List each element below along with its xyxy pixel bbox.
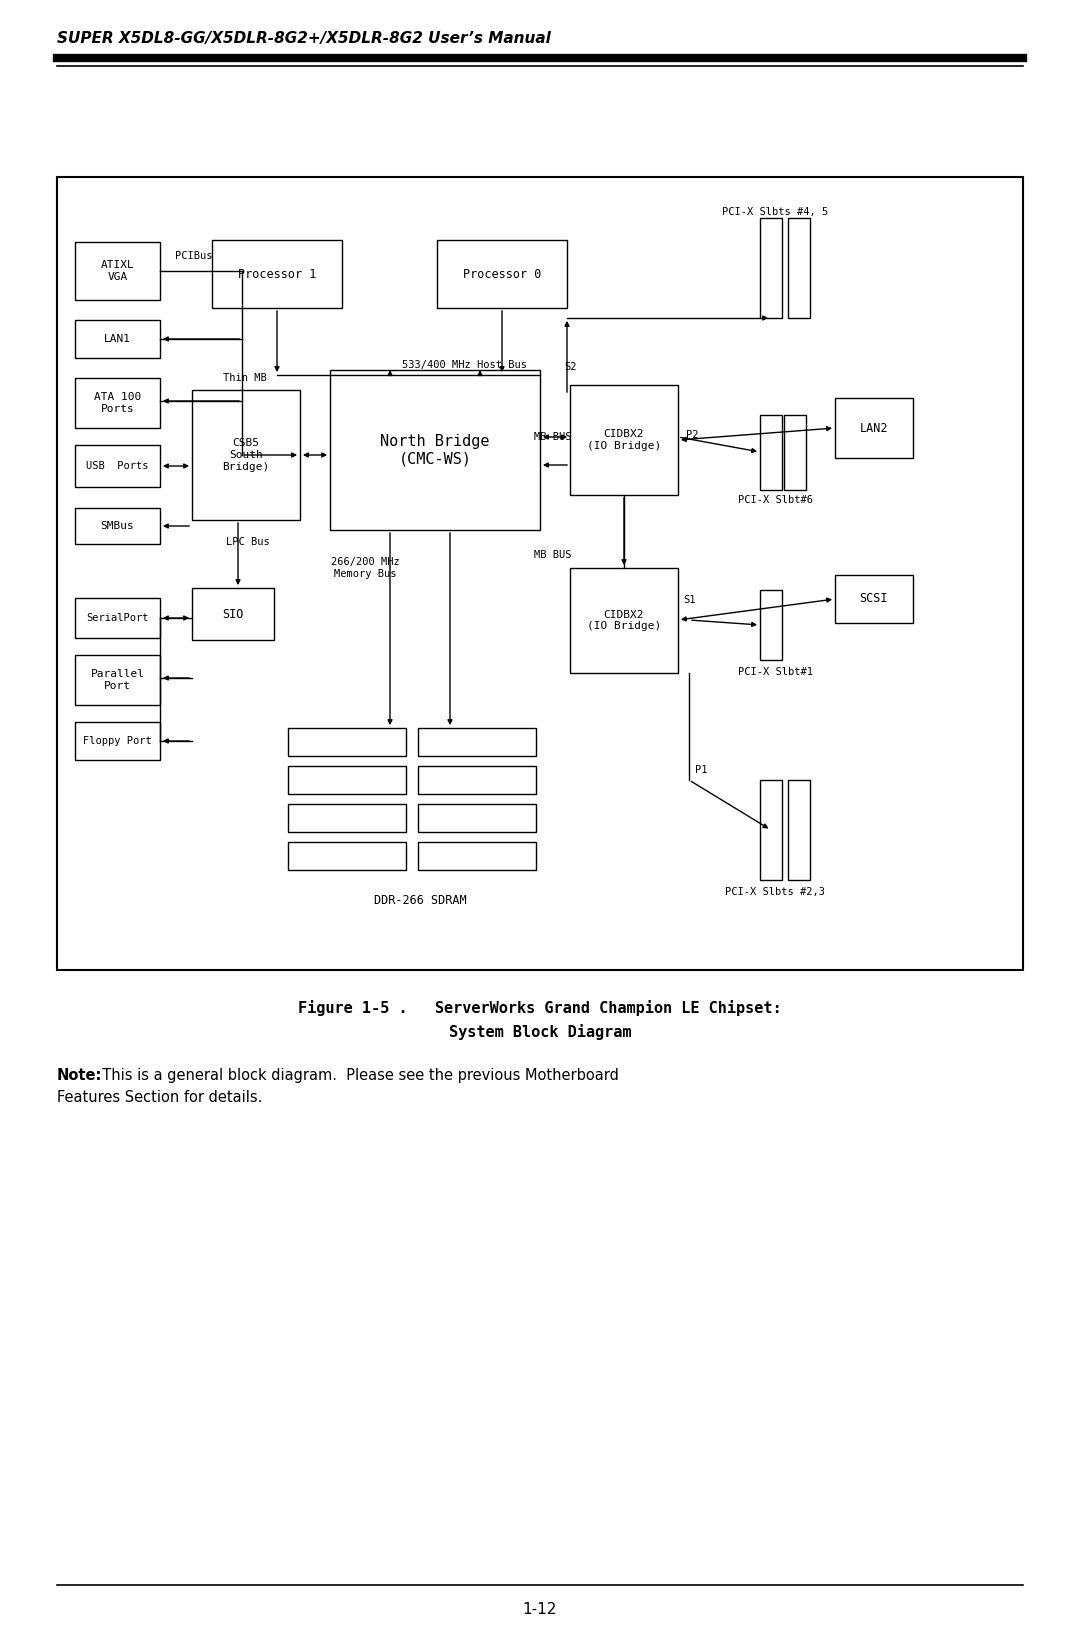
Text: LAN2: LAN2 xyxy=(860,421,888,434)
Bar xyxy=(418,842,536,870)
Bar xyxy=(835,574,913,624)
Text: PCI-X Slbts #2,3: PCI-X Slbts #2,3 xyxy=(725,888,825,898)
Text: SIO: SIO xyxy=(222,607,244,620)
Bar xyxy=(570,384,678,495)
Bar xyxy=(418,766,536,794)
Text: Note:: Note: xyxy=(57,1068,103,1082)
Bar xyxy=(75,723,160,761)
Text: 533/400 MHz Host Bus: 533/400 MHz Host Bus xyxy=(403,360,527,370)
Text: PCI-X Slbt#1: PCI-X Slbt#1 xyxy=(738,667,812,676)
Text: Features Section for details.: Features Section for details. xyxy=(57,1091,262,1106)
Text: SCSI: SCSI xyxy=(860,592,888,606)
Text: CSB5
South
Bridge): CSB5 South Bridge) xyxy=(222,439,270,472)
Bar xyxy=(212,239,342,309)
Bar xyxy=(192,587,274,640)
Bar xyxy=(192,389,300,520)
Bar xyxy=(330,370,540,530)
Text: Thin MB: Thin MB xyxy=(224,373,267,383)
Text: Processor 1: Processor 1 xyxy=(238,267,316,280)
Text: System Block Diagram: System Block Diagram xyxy=(449,1025,631,1040)
Bar xyxy=(418,728,536,756)
Bar xyxy=(75,508,160,544)
Text: P1: P1 xyxy=(696,766,707,775)
Text: Parallel
Port: Parallel Port xyxy=(91,670,145,691)
Bar xyxy=(75,597,160,639)
Text: Processor 0: Processor 0 xyxy=(463,267,541,280)
Text: LAN1: LAN1 xyxy=(104,333,131,343)
Text: MB BUS: MB BUS xyxy=(535,549,571,559)
Text: 1-12: 1-12 xyxy=(523,1602,557,1617)
Bar xyxy=(760,218,782,318)
Text: ATIXL
VGA: ATIXL VGA xyxy=(100,261,134,282)
Text: LPC Bus: LPC Bus xyxy=(226,536,270,548)
Text: S1: S1 xyxy=(684,596,697,606)
Bar xyxy=(75,446,160,487)
Text: SUPER X5DL8-GG/X5DLR-8G2+/X5DLR-8G2 User’s Manual: SUPER X5DL8-GG/X5DLR-8G2+/X5DLR-8G2 User… xyxy=(57,30,551,46)
Bar xyxy=(57,177,1023,970)
Text: SerialPort: SerialPort xyxy=(86,614,149,624)
Bar xyxy=(788,780,810,879)
Text: Figure 1-5 .   ServerWorks Grand Champion LE Chipset:: Figure 1-5 . ServerWorks Grand Champion … xyxy=(298,1000,782,1016)
Bar xyxy=(288,766,406,794)
Text: North Bridge
(CMC-WS): North Bridge (CMC-WS) xyxy=(380,434,489,467)
Text: PCI-X Slbts #4, 5: PCI-X Slbts #4, 5 xyxy=(721,206,828,218)
Text: MB BUS: MB BUS xyxy=(535,432,571,442)
Bar xyxy=(760,780,782,879)
Bar xyxy=(760,416,782,490)
Text: Floppy Port: Floppy Port xyxy=(83,736,152,746)
Text: USB  Ports: USB Ports xyxy=(86,460,149,470)
Text: PCI-X Slbt#6: PCI-X Slbt#6 xyxy=(738,495,812,505)
Bar xyxy=(760,591,782,660)
Bar xyxy=(288,728,406,756)
Text: This is a general block diagram.  Please see the previous Motherboard: This is a general block diagram. Please … xyxy=(93,1068,619,1082)
Text: S2: S2 xyxy=(564,361,577,371)
Bar xyxy=(75,378,160,427)
Bar xyxy=(835,398,913,459)
Bar xyxy=(75,243,160,300)
Bar xyxy=(75,320,160,358)
Text: DDR-266 SDRAM: DDR-266 SDRAM xyxy=(374,894,467,906)
Text: CIDBX2
(IO Bridge): CIDBX2 (IO Bridge) xyxy=(586,429,661,450)
Text: ATA 100
Ports: ATA 100 Ports xyxy=(94,393,141,414)
Bar xyxy=(75,655,160,705)
Bar xyxy=(437,239,567,309)
Text: P2: P2 xyxy=(686,431,699,441)
Bar xyxy=(784,416,806,490)
Text: SMBus: SMBus xyxy=(100,521,134,531)
Text: CIDBX2
(IO Bridge): CIDBX2 (IO Bridge) xyxy=(586,610,661,632)
Bar xyxy=(788,218,810,318)
Bar xyxy=(418,804,536,832)
Text: 266/200 MHz
Memory Bus: 266/200 MHz Memory Bus xyxy=(330,558,400,579)
Bar xyxy=(288,842,406,870)
Bar xyxy=(570,568,678,673)
Bar xyxy=(288,804,406,832)
Text: PCIBus: PCIBus xyxy=(175,251,213,261)
